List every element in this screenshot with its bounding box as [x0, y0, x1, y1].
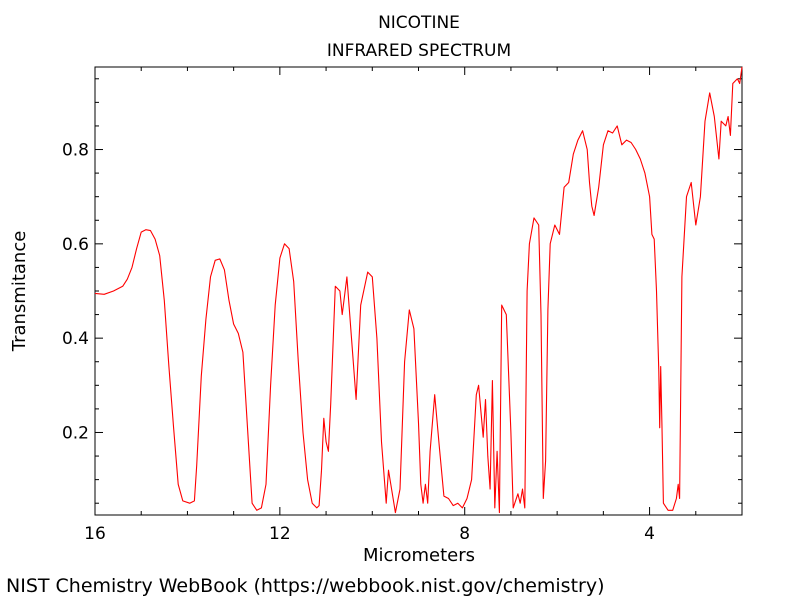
chart-subtitle: INFRARED SPECTRUM	[327, 41, 511, 61]
y-tick-label: 0.2	[62, 423, 89, 443]
chart-title: NICOTINE	[378, 13, 460, 33]
x-axis-label: Micrometers	[363, 545, 475, 566]
x-axis-ticks: 16 12 8 4	[84, 67, 743, 544]
y-tick-label: 0.8	[62, 141, 89, 161]
x-tick-label: 4	[644, 524, 655, 544]
spectrum-line	[94, 66, 743, 514]
y-tick-label: 0.4	[62, 329, 89, 349]
source-credit: NIST Chemistry WebBook (https://webbook.…	[6, 575, 605, 597]
y-axis-label: Transmitance	[9, 231, 30, 353]
y-tick-label: 0.6	[62, 235, 89, 255]
y-axis-ticks: 0.2 0.4 0.6 0.8	[62, 78, 742, 504]
x-tick-label: 16	[84, 524, 106, 544]
spectrum-chart: NICOTINE INFRARED SPECTRUM 0.20.40.60.8 …	[9, 13, 743, 566]
x-tick-label: 8	[459, 524, 470, 544]
x-tick-label: 12	[269, 524, 291, 544]
plot-frame	[94, 66, 743, 516]
